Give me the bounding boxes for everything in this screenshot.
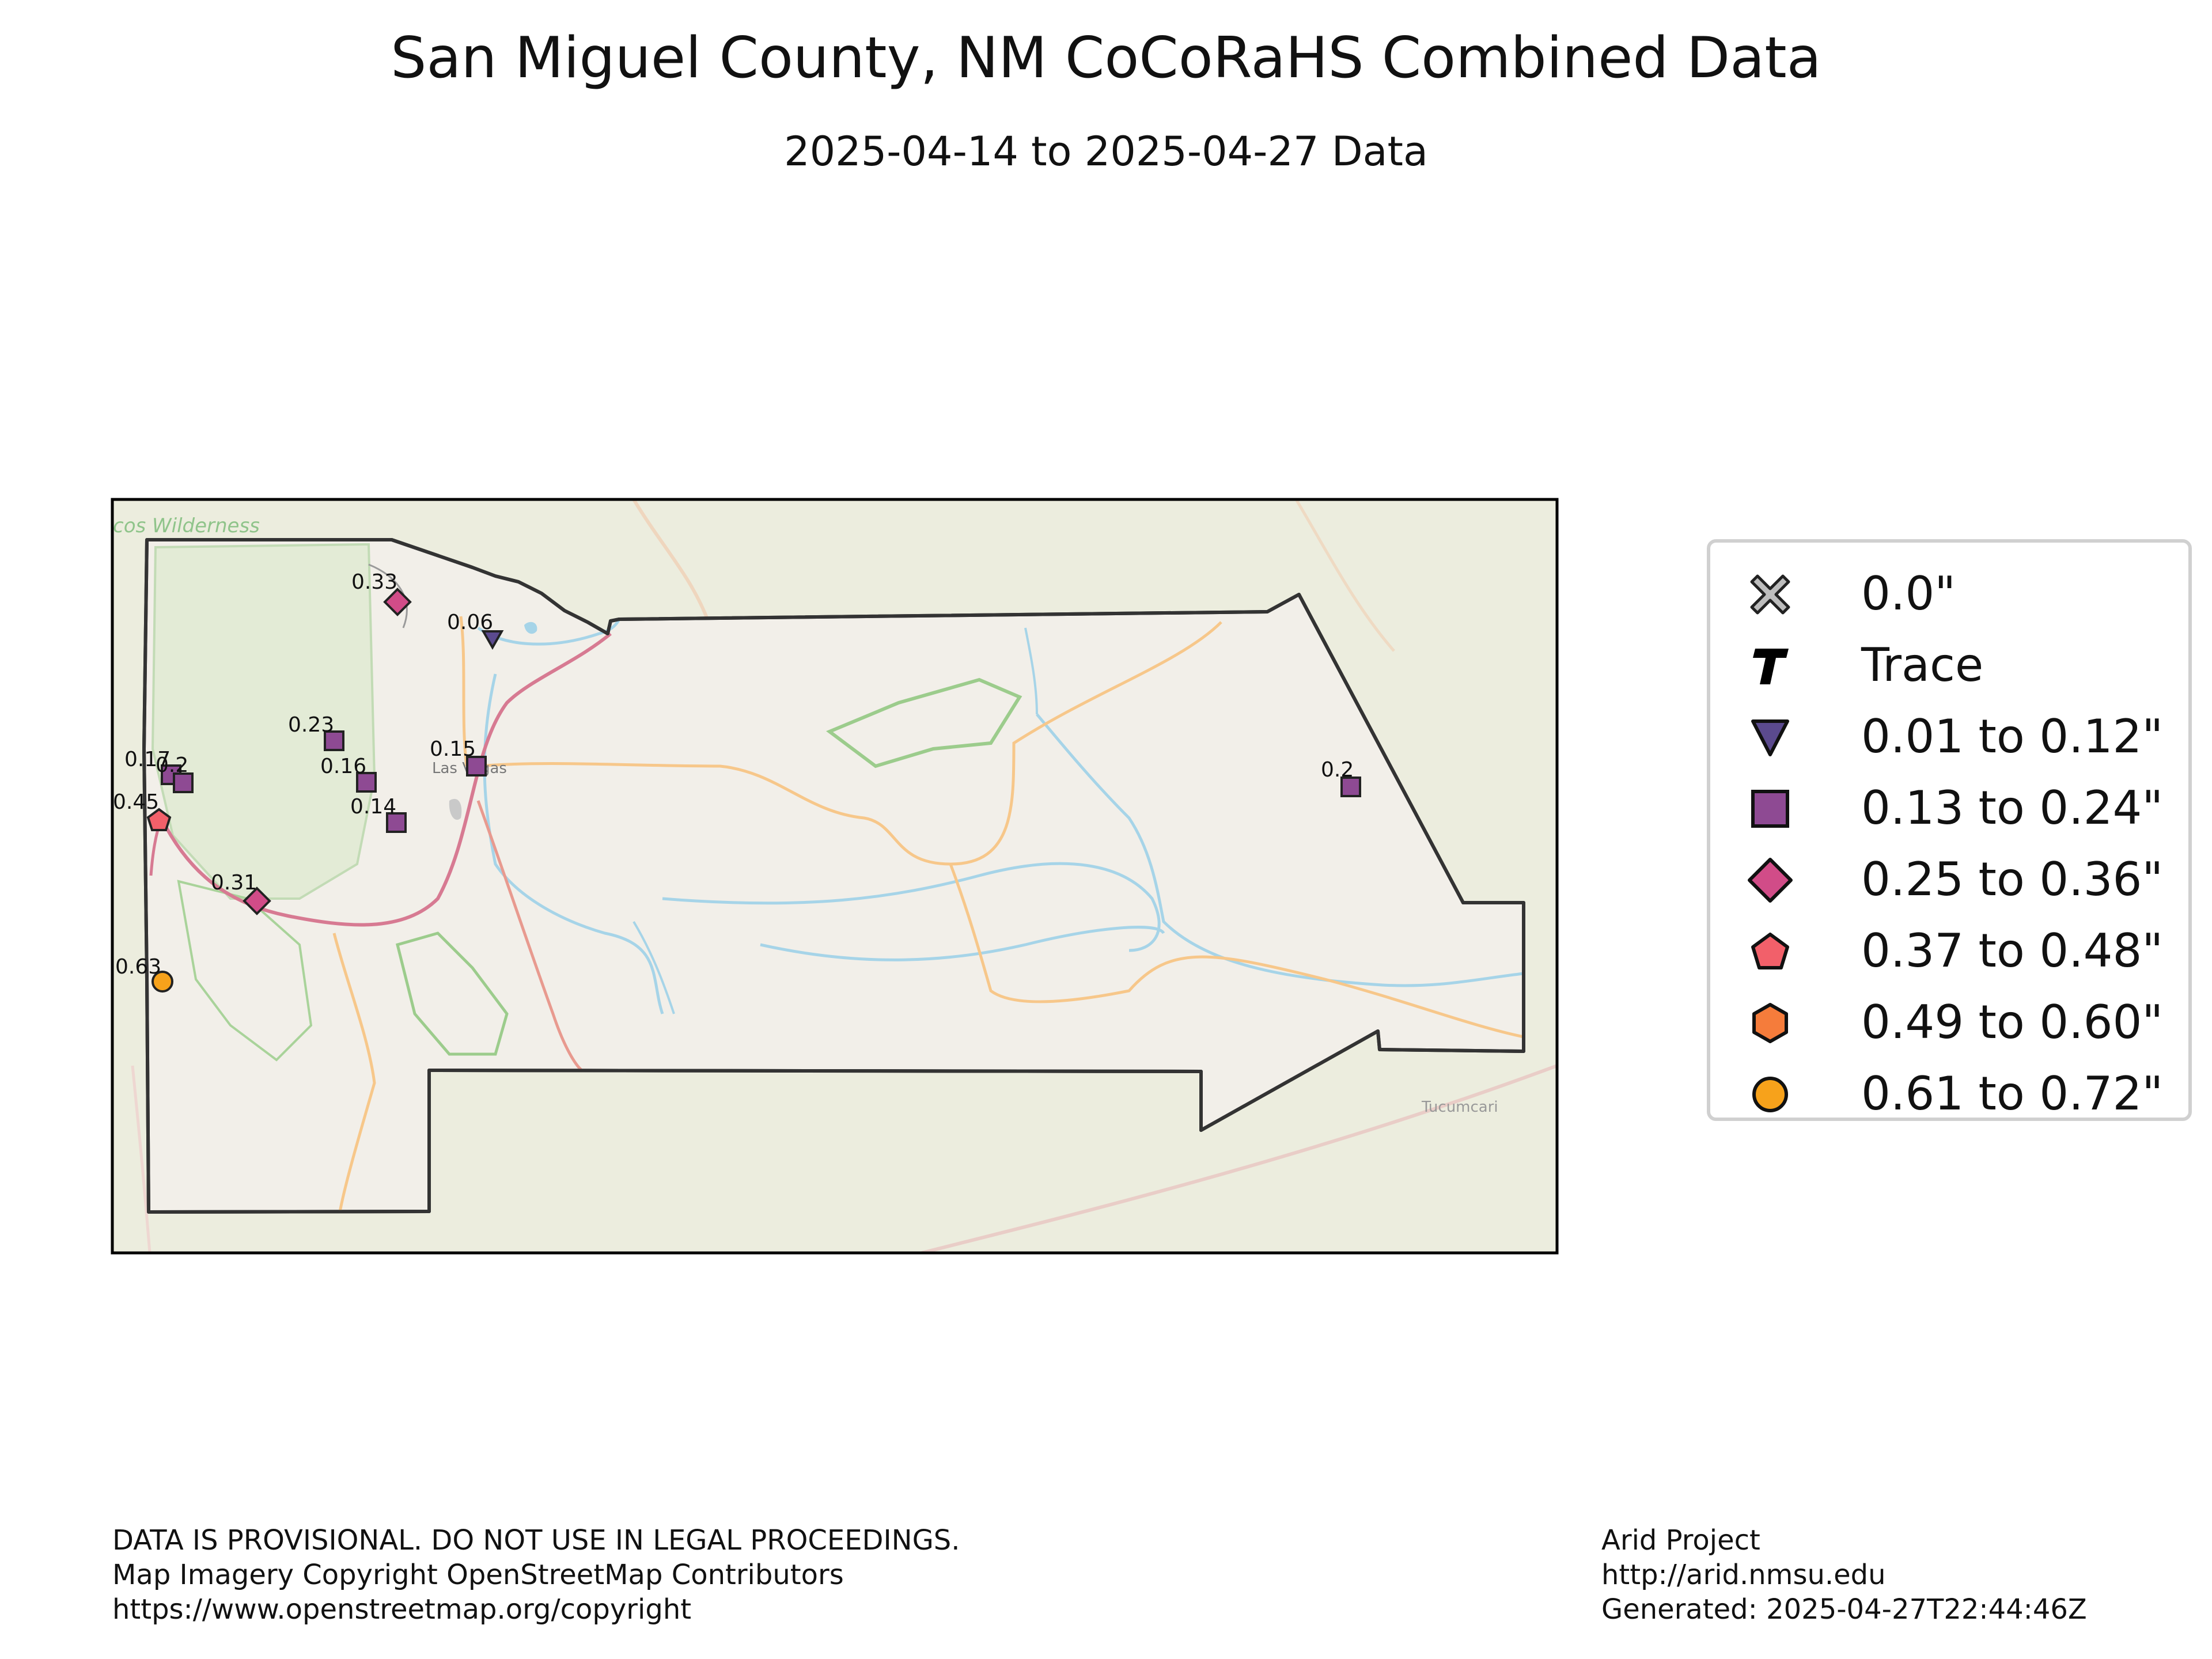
station-label: 0.2: [156, 753, 188, 777]
legend-item: 0.13 to 0.24": [1710, 773, 2188, 844]
station-label: 0.45: [113, 790, 159, 814]
station-label: 0.33: [351, 570, 397, 594]
station-marker[interactable]: [146, 808, 172, 831]
station-marker[interactable]: [481, 630, 504, 650]
x-icon: [1750, 574, 1790, 615]
t-icon: [1753, 649, 1789, 684]
footer-disclaimer: DATA IS PROVISIONAL. DO NOT USE IN LEGAL…: [112, 1523, 960, 1627]
basemap-road: [1294, 499, 1395, 652]
footer-line: http://arid.nmsu.edu: [1601, 1559, 1886, 1591]
label-wilderness: cos Wilderness: [113, 514, 260, 537]
station-marker[interactable]: [383, 588, 412, 616]
legend-label: 0.0": [1861, 567, 1956, 620]
legend-item: 0.49 to 0.60": [1710, 987, 2188, 1059]
legend: 0.0" Trace 0.01 to 0.12" 0.13 to 0.24" 0…: [1707, 539, 2192, 1121]
hexagon-icon: [1752, 1003, 1788, 1043]
river: [662, 862, 1161, 952]
label-tucumcari: Tucumcari: [1421, 1099, 1498, 1116]
interstate: [160, 632, 612, 927]
station-markers: 0.33 0.06 0.23 0.15 0.17 0.2 0.16 0.14 0…: [113, 570, 1361, 993]
footer-line: Arid Project: [1601, 1524, 1760, 1556]
station-label: 0.63: [115, 955, 161, 979]
legend-label: 0.49 to 0.60": [1861, 995, 2164, 1049]
footer-credits: Arid Project http://arid.nmsu.edu Genera…: [1601, 1523, 2087, 1627]
circle-icon: [1752, 1077, 1788, 1112]
legend-label: 0.61 to 0.72": [1861, 1067, 2164, 1120]
footer-line: DATA IS PROVISIONAL. DO NOT USE IN LEGAL…: [112, 1524, 960, 1556]
river: [1024, 627, 1038, 715]
river: [632, 921, 675, 1014]
pentagon-icon: [1751, 933, 1789, 969]
station-label: 0.17: [124, 748, 171, 771]
forest-area: [151, 543, 376, 900]
lake: [524, 622, 537, 634]
legend-item: 0.37 to 0.48": [1710, 916, 2188, 987]
triangle-icon: [1751, 719, 1789, 756]
station-marker[interactable]: [324, 730, 344, 751]
station-marker[interactable]: [1340, 777, 1361, 797]
map-frame: [111, 498, 1559, 1255]
legend-label: 0.37 to 0.48": [1861, 924, 2164, 978]
interstate: [476, 800, 583, 1071]
river: [760, 926, 1165, 961]
station-marker[interactable]: [243, 887, 271, 915]
station-label: 0.23: [288, 713, 334, 737]
map-title: San Miguel County, NM CoCoRaHS Combined …: [391, 25, 1821, 91]
station-marker[interactable]: [151, 971, 173, 993]
legend-label: 0.25 to 0.36": [1861, 853, 2164, 906]
legend-item: 0.25 to 0.36": [1710, 844, 2188, 916]
legend-item: 0.01 to 0.12": [1710, 702, 2188, 773]
legend-label: Trace: [1861, 638, 1984, 692]
station-marker[interactable]: [466, 756, 487, 777]
station-label: 0.06: [447, 611, 493, 634]
river: [1036, 713, 1524, 987]
lake: [449, 798, 462, 820]
station-marker[interactable]: [356, 772, 377, 793]
station-label: 0.2: [1321, 758, 1354, 782]
legend-item: 0.0": [1710, 559, 2188, 630]
basemap-road: [131, 1065, 151, 1253]
highway: [332, 933, 376, 1213]
station-label: 0.16: [320, 755, 366, 778]
legend-label: 0.01 to 0.12": [1861, 710, 2164, 763]
square-icon: [1751, 790, 1789, 828]
basemap-road: [921, 1064, 1557, 1253]
station-label: 0.14: [350, 795, 396, 819]
legend-item: 0.61 to 0.72": [1710, 1059, 2188, 1130]
basemap-road: [632, 499, 710, 623]
station-label: 0.15: [430, 737, 476, 761]
legend-label: 0.13 to 0.24": [1861, 781, 2164, 835]
station-marker[interactable]: [386, 812, 407, 833]
highway: [949, 863, 1524, 1039]
station-marker[interactable]: [173, 772, 194, 793]
legend-item: Trace: [1710, 630, 2188, 702]
highway: [459, 616, 468, 767]
highway: [478, 621, 1222, 866]
footer-line: Map Imagery Copyright OpenStreetMap Cont…: [112, 1559, 844, 1591]
diamond-icon: [1748, 858, 1793, 903]
forest-area: [826, 677, 1022, 768]
station-label: 0.31: [211, 871, 257, 895]
forest-area: [395, 931, 509, 1056]
county-boundary-outline: [142, 538, 1525, 1214]
rail: [368, 563, 408, 628]
map-subtitle: 2025-04-14 to 2025-04-27 Data: [784, 128, 1428, 175]
footer-line: Generated: 2025-04-27T22:44:46Z: [1601, 1593, 2087, 1626]
footer-line: https://www.openstreetmap.org/copyright: [112, 1593, 692, 1626]
